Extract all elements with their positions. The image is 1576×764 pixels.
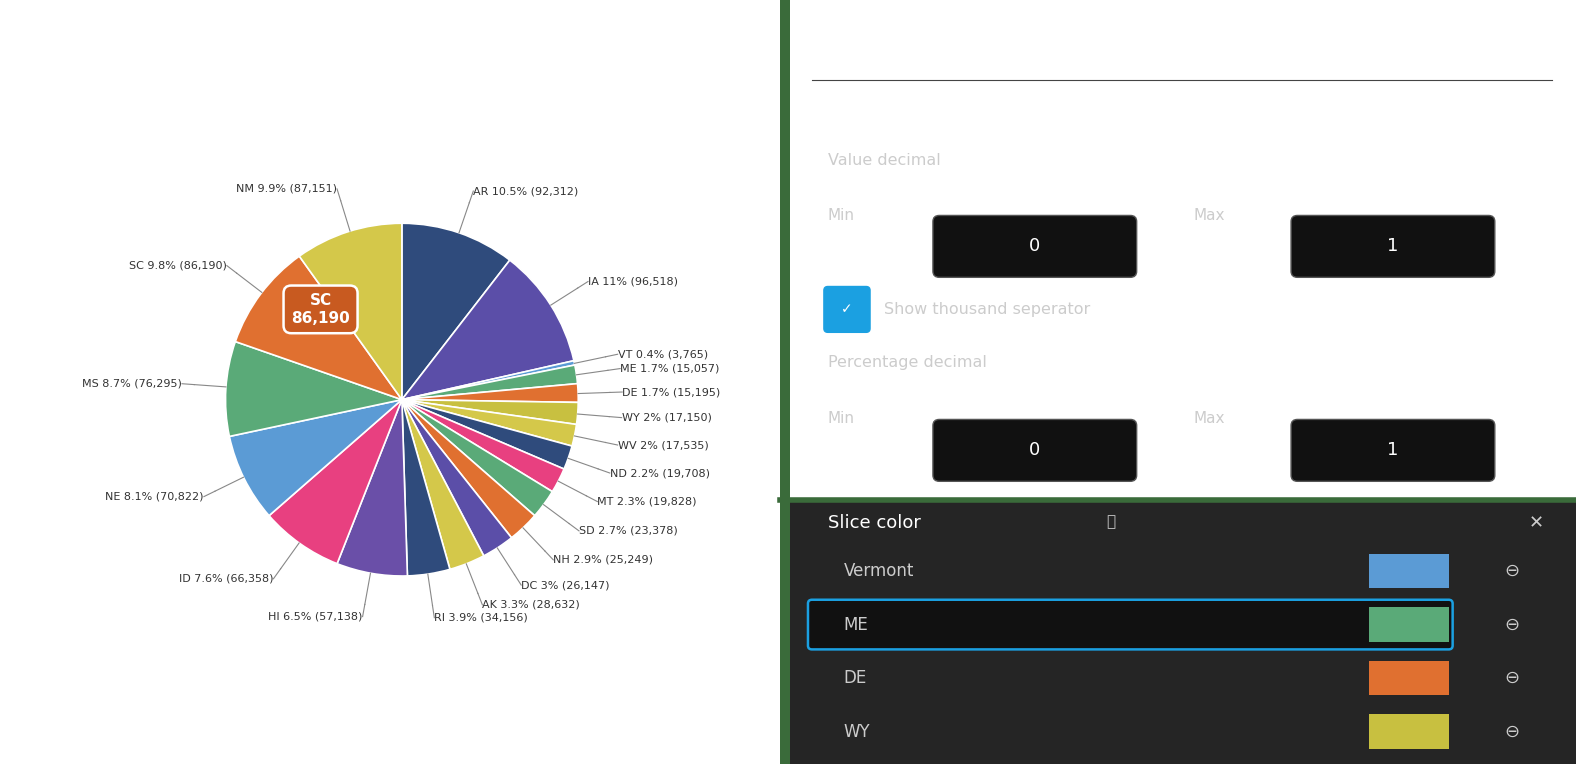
Bar: [1370, 714, 1448, 749]
Text: MS 8.7% (76,295): MS 8.7% (76,295): [82, 379, 181, 389]
Text: MT 2.3% (19,828): MT 2.3% (19,828): [597, 497, 697, 507]
Text: WV 2% (17,535): WV 2% (17,535): [618, 440, 708, 450]
FancyBboxPatch shape: [824, 286, 870, 332]
Text: SC 9.8% (86,190): SC 9.8% (86,190): [129, 261, 227, 270]
FancyBboxPatch shape: [933, 419, 1136, 481]
Text: AK 3.3% (28,632): AK 3.3% (28,632): [482, 600, 580, 610]
Text: ✓: ✓: [842, 303, 853, 316]
Text: ✕: ✕: [1529, 514, 1544, 533]
Text: Vermont: Vermont: [843, 562, 914, 580]
Text: RI 3.9% (34,156): RI 3.9% (34,156): [435, 613, 528, 623]
FancyBboxPatch shape: [1291, 215, 1494, 277]
Text: 0: 0: [1029, 237, 1040, 255]
Text: ∧: ∧: [1530, 27, 1544, 45]
Wedge shape: [235, 256, 402, 400]
Text: 1: 1: [1387, 237, 1398, 255]
Text: ⊖: ⊖: [1505, 669, 1519, 687]
Wedge shape: [402, 223, 509, 400]
Text: Slices: Slices: [827, 27, 889, 47]
Wedge shape: [402, 384, 578, 403]
Wedge shape: [402, 400, 534, 538]
Text: SC
86,190: SC 86,190: [292, 293, 350, 325]
Text: 1: 1: [1387, 441, 1398, 459]
Bar: [1370, 607, 1448, 642]
Text: WY 2% (17,150): WY 2% (17,150): [621, 413, 711, 422]
Wedge shape: [225, 342, 402, 436]
Text: DC 3% (26,147): DC 3% (26,147): [522, 580, 610, 590]
Wedge shape: [269, 400, 402, 564]
Wedge shape: [402, 400, 484, 569]
Wedge shape: [402, 400, 578, 425]
Wedge shape: [299, 223, 402, 400]
Text: Display format: Display format: [827, 93, 960, 112]
Text: ⊖: ⊖: [1505, 562, 1519, 580]
Bar: [780, 0, 790, 764]
Bar: [1370, 661, 1448, 695]
Text: NM 9.9% (87,151): NM 9.9% (87,151): [236, 184, 337, 194]
Wedge shape: [402, 260, 574, 400]
Wedge shape: [402, 400, 512, 556]
Text: ME: ME: [843, 616, 868, 633]
Text: Max: Max: [1195, 411, 1226, 426]
Text: ⊖: ⊖: [1505, 723, 1519, 740]
Wedge shape: [337, 400, 408, 576]
Text: IA 11% (96,518): IA 11% (96,518): [588, 277, 678, 286]
FancyBboxPatch shape: [1291, 419, 1494, 481]
Text: Min: Min: [827, 411, 854, 426]
Wedge shape: [402, 400, 564, 491]
Wedge shape: [402, 400, 572, 469]
Text: 0: 0: [1029, 441, 1040, 459]
Text: ∧: ∧: [1532, 93, 1544, 112]
Text: WY: WY: [843, 723, 870, 740]
Text: DE: DE: [843, 669, 867, 687]
Text: ⓘ: ⓘ: [1106, 514, 1116, 529]
Text: Show thousand seperator: Show thousand seperator: [884, 302, 1091, 317]
Wedge shape: [402, 361, 575, 400]
FancyBboxPatch shape: [808, 600, 1453, 649]
Text: NE 8.1% (70,822): NE 8.1% (70,822): [106, 491, 203, 502]
Wedge shape: [402, 400, 577, 446]
Text: Value decimal: Value decimal: [827, 153, 941, 168]
Wedge shape: [402, 365, 577, 400]
Text: SD 2.7% (23,378): SD 2.7% (23,378): [578, 526, 678, 536]
Text: Max: Max: [1195, 208, 1226, 223]
Wedge shape: [230, 400, 402, 516]
Text: VT 0.4% (3,765): VT 0.4% (3,765): [618, 349, 708, 359]
Text: ND 2.2% (19,708): ND 2.2% (19,708): [610, 468, 709, 478]
Text: ME 1.7% (15,057): ME 1.7% (15,057): [619, 364, 720, 374]
Bar: [1370, 554, 1448, 588]
Text: Slice color: Slice color: [827, 514, 920, 533]
Text: DE 1.7% (15,195): DE 1.7% (15,195): [623, 387, 720, 397]
Text: HI 6.5% (57,138): HI 6.5% (57,138): [268, 611, 362, 622]
Text: NH 2.9% (25,249): NH 2.9% (25,249): [553, 555, 654, 565]
Text: ID 7.6% (66,358): ID 7.6% (66,358): [180, 574, 273, 584]
Text: AR 10.5% (92,312): AR 10.5% (92,312): [473, 186, 578, 196]
Wedge shape: [402, 400, 552, 516]
Wedge shape: [402, 400, 449, 576]
Text: ⊖: ⊖: [1505, 616, 1519, 633]
Text: Min: Min: [827, 208, 854, 223]
FancyBboxPatch shape: [933, 215, 1136, 277]
Text: Percentage decimal: Percentage decimal: [827, 355, 987, 371]
FancyBboxPatch shape: [780, 500, 1576, 764]
